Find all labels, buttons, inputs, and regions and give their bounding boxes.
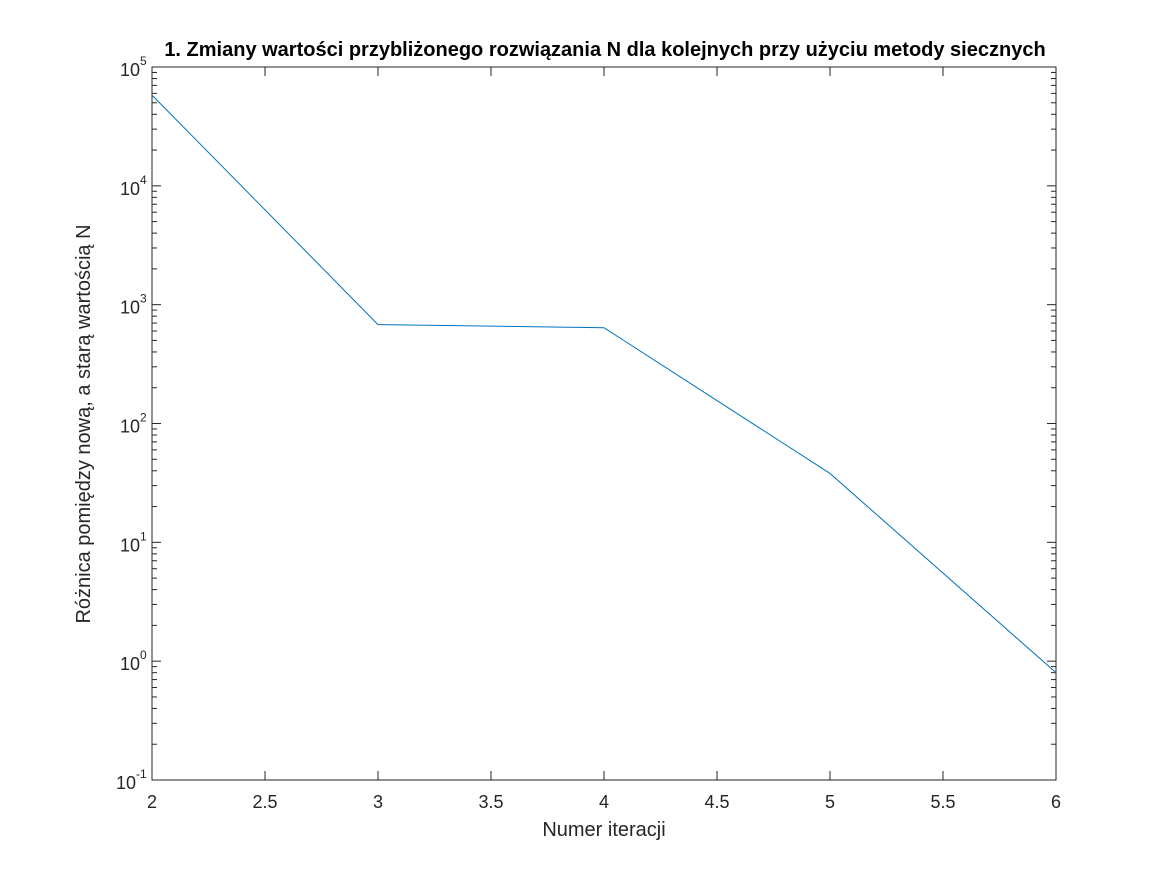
x-tick-label: 2.5 (252, 792, 277, 812)
y-tick-label-exponent: 4 (140, 173, 147, 187)
y-tick-label-base: 10 (120, 535, 140, 555)
y-tick-label-base: 10 (116, 773, 136, 793)
x-tick-label: 2 (147, 792, 157, 812)
y-tick-label-exponent: 0 (140, 648, 147, 662)
y-tick-label-exponent: -1 (136, 767, 147, 781)
x-tick-label: 4 (599, 792, 609, 812)
y-tick-label-exponent: 1 (140, 529, 147, 543)
x-tick-label: 3 (373, 792, 383, 812)
y-tick-label-exponent: 3 (140, 292, 147, 306)
chart-title: 1. Zmiany wartości przybliżonego rozwiąz… (164, 39, 1045, 61)
series-line-0 (151, 94, 1057, 674)
y-tick-label-base: 10 (120, 654, 140, 674)
x-tick-label: 5.5 (930, 792, 955, 812)
y-axis-label: Różnica pomiędzy nową, a starą wartością… (73, 224, 95, 623)
plot-area (151, 66, 1057, 781)
x-tick-label: 5 (825, 792, 835, 812)
x-tick-label: 3.5 (478, 792, 503, 812)
x-tick-label: 6 (1051, 792, 1061, 812)
y-tick-label-exponent: 5 (140, 54, 147, 68)
y-tick-label-base: 10 (120, 60, 140, 80)
y-tick-label-base: 10 (120, 179, 140, 199)
x-axis: 2 2.5 3 3.5 4 4.5 5 5.5 6 (147, 67, 1061, 812)
y-tick-label-exponent: 2 (140, 411, 147, 425)
x-tick-label: 4.5 (704, 792, 729, 812)
y-tick-label-base: 10 (120, 298, 140, 318)
series-layer (151, 94, 1057, 674)
y-tick-label-base: 10 (120, 417, 140, 437)
x-axis-label: Numer iteracji (542, 819, 665, 841)
